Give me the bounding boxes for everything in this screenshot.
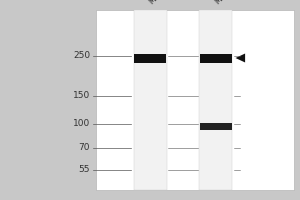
Text: 70: 70 [79, 144, 90, 152]
Text: 100: 100 [73, 119, 90, 129]
Text: 250: 250 [73, 51, 90, 60]
Polygon shape [236, 54, 245, 62]
Text: M.spleen: M.spleen [147, 0, 178, 6]
FancyBboxPatch shape [200, 10, 232, 190]
FancyBboxPatch shape [134, 10, 166, 190]
FancyBboxPatch shape [96, 10, 294, 190]
FancyBboxPatch shape [200, 122, 232, 130]
FancyBboxPatch shape [134, 53, 166, 62]
FancyBboxPatch shape [200, 53, 232, 62]
Text: M.thymus: M.thymus [213, 0, 246, 6]
Text: 55: 55 [79, 166, 90, 174]
Text: 150: 150 [73, 92, 90, 100]
